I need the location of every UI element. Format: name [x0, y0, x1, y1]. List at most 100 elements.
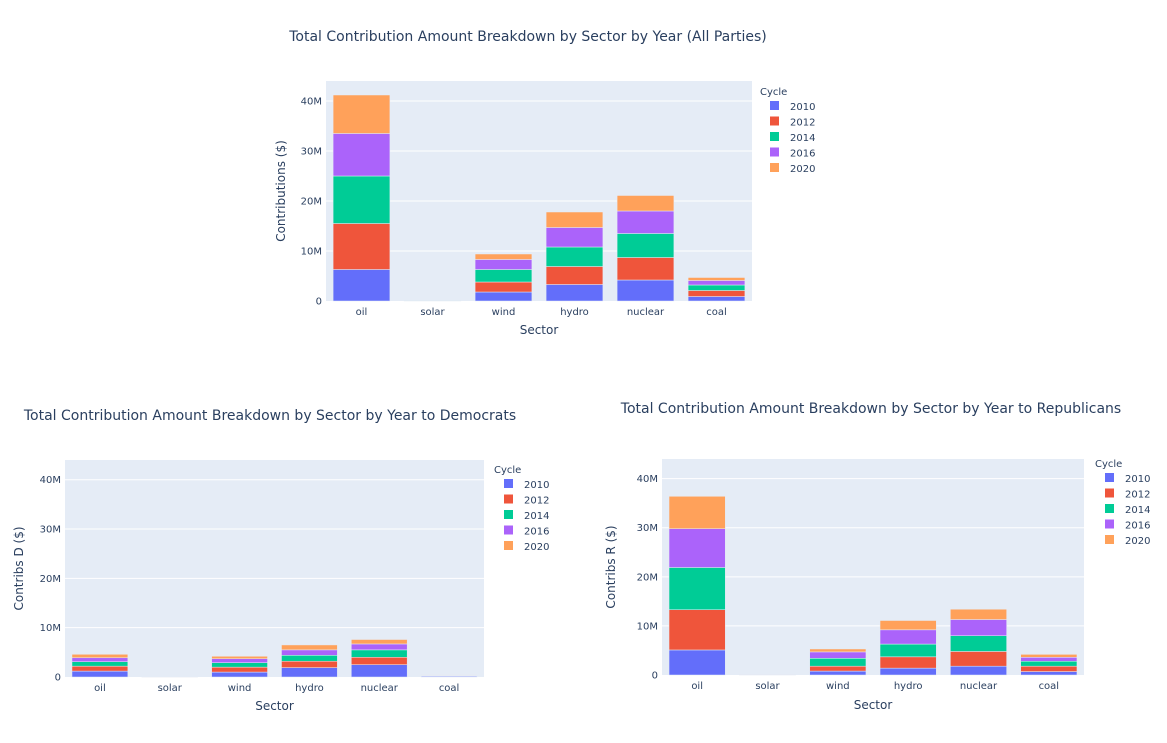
x-tick-label: wind: [826, 681, 850, 692]
x-tick-label: hydro: [295, 683, 324, 694]
bar-segment-hydro-2010: [545, 284, 604, 302]
bar-segment-oil-2016: [71, 657, 129, 662]
legend-label-2016: 2016: [524, 527, 549, 538]
legend-label-2012: 2012: [524, 496, 549, 507]
bar-segment-wind-2014: [211, 662, 268, 668]
bar-segment-hydro-2010: [879, 667, 937, 676]
chart-title: Total Contribution Amount Breakdown by S…: [620, 401, 1121, 417]
bar-segment-oil-2020: [71, 654, 129, 659]
x-tick-label: coal: [1039, 681, 1060, 692]
bar-segment-wind-2020: [211, 656, 268, 660]
bar-segment-nuclear-2014: [351, 649, 408, 658]
bar-segment-wind-2020: [474, 253, 533, 260]
y-tick-label: 40M: [637, 474, 658, 485]
bar-segment-oil-2020: [668, 496, 726, 529]
x-tick-label: oil: [356, 307, 368, 318]
x-tick-label: hydro: [894, 681, 923, 692]
x-axis-title: Sector: [520, 323, 559, 337]
legend-label-2016: 2016: [790, 149, 815, 160]
bar-segment-nuclear-2020: [351, 639, 408, 645]
bar-segment-hydro-2014: [281, 655, 338, 662]
bar-segment-nuclear-2010: [616, 279, 675, 302]
legend-title: Cycle: [494, 465, 521, 476]
y-tick-label: 40M: [301, 97, 322, 108]
chart-democrats-svg: Total Contribution Amount Breakdown by S…: [12, 408, 549, 713]
bar-segment-coal-2014: [687, 284, 746, 291]
bar-segment-coal-2020: [1020, 654, 1078, 658]
legend-swatch-2016: [504, 525, 513, 535]
x-tick-label: oil: [94, 683, 106, 694]
y-tick-label: 10M: [40, 623, 61, 634]
legend-label-2012: 2012: [1125, 490, 1150, 501]
bar-segment-hydro-2014: [879, 643, 937, 658]
bar-segment-nuclear-2010: [351, 664, 408, 678]
x-tick-label: wind: [492, 307, 516, 318]
x-tick-label: hydro: [560, 307, 589, 318]
legend-label-2010: 2010: [524, 480, 549, 491]
chart-title: Total Contribution Amount Breakdown by S…: [288, 29, 767, 45]
bar-segment-wind-2016: [211, 658, 268, 663]
bar-segment-nuclear-2012: [351, 657, 408, 665]
x-tick-label: solar: [420, 307, 445, 318]
bar-segment-wind-2014: [474, 269, 533, 283]
x-tick-label: solar: [158, 683, 183, 694]
bar-segment-wind-2014: [809, 658, 867, 667]
legend-label-2016: 2016: [1125, 521, 1150, 532]
chart-republicans: Total Contribution Amount Breakdown by S…: [585, 383, 1167, 743]
legend-swatch-2012: [504, 494, 513, 504]
y-tick-label: 0: [316, 297, 322, 308]
bar-segment-oil-2012: [332, 223, 391, 270]
bar-segment-oil-2014: [668, 567, 726, 610]
bar-segment-oil-2010: [71, 670, 129, 678]
bar-segment-hydro-2020: [545, 211, 604, 228]
legend-swatch-2014: [1105, 504, 1114, 513]
y-axis-title: Contribs D ($): [12, 526, 26, 610]
bar-segment-hydro-2016: [281, 649, 338, 656]
bar-segment-wind-2012: [474, 281, 533, 293]
y-tick-label: 30M: [40, 525, 61, 536]
y-tick-label: 30M: [637, 523, 658, 534]
y-axis-title: Contributions ($): [274, 140, 288, 242]
bar-segment-hydro-2020: [879, 620, 937, 631]
legend-label-2020: 2020: [524, 542, 549, 553]
bar-segment-hydro-2010: [281, 667, 338, 678]
legend-swatch-2012: [770, 116, 779, 126]
bar-segment-hydro-2016: [545, 227, 604, 248]
bar-segment-coal-2016: [1020, 657, 1078, 662]
plot-area: [65, 460, 484, 677]
legend-swatch-2020: [770, 163, 779, 172]
legend-swatch-2020: [504, 541, 513, 550]
legend-label-2010: 2010: [1125, 474, 1150, 485]
legend-label-2014: 2014: [790, 133, 815, 144]
legend-title: Cycle: [760, 87, 787, 98]
x-tick-label: coal: [706, 307, 727, 318]
chart-all-parties-svg: Total Contribution Amount Breakdown by S…: [274, 29, 815, 337]
bar-segment-oil-2016: [668, 528, 726, 568]
bar-segment-wind-2012: [211, 666, 268, 673]
bar-segment-wind-2012: [809, 665, 867, 672]
bar-segment-wind-2016: [809, 651, 867, 659]
bar-segment-hydro-2020: [281, 644, 338, 651]
bar-segment-oil-2014: [332, 175, 391, 224]
plot-area: [326, 81, 752, 301]
y-tick-label: 20M: [637, 572, 658, 583]
legend-label-2020: 2020: [1125, 536, 1150, 547]
bar-segment-nuclear-2012: [616, 257, 675, 281]
legend-label-2020: 2020: [790, 164, 815, 175]
legend-label-2010: 2010: [790, 102, 815, 113]
bar-segment-oil-2012: [71, 665, 129, 672]
bar-segment-nuclear-2020: [950, 608, 1007, 620]
legend-title: Cycle: [1095, 459, 1122, 470]
y-tick-label: 10M: [637, 621, 658, 632]
bar-segment-wind-2016: [474, 259, 533, 270]
bar-segment-nuclear-2012: [950, 651, 1007, 667]
x-tick-label: wind: [228, 683, 252, 694]
bar-segment-nuclear-2010: [950, 665, 1007, 676]
bar-segment-coal-2012: [687, 290, 746, 297]
legend-swatch-2010: [770, 101, 779, 110]
bar-segment-coal-2012: [1020, 665, 1078, 672]
legend-label-2012: 2012: [790, 118, 815, 129]
legend-swatch-2014: [504, 510, 513, 519]
y-tick-label: 20M: [301, 197, 322, 208]
bar-segment-coal-2020: [687, 277, 746, 281]
